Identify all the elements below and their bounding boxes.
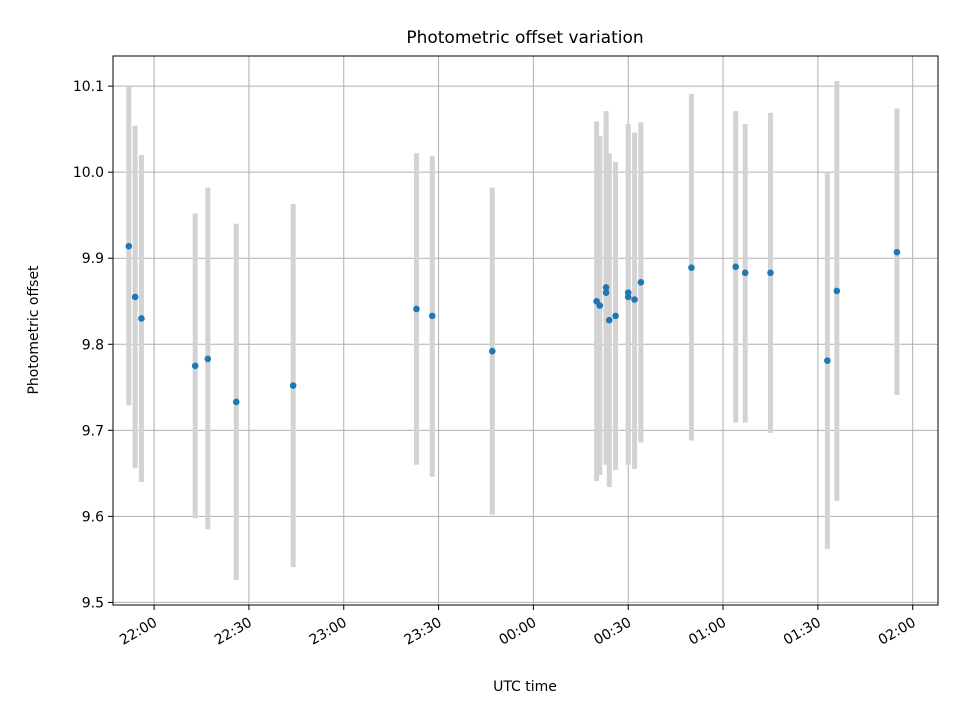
data-point [833,287,841,295]
data-point [428,312,436,320]
chart-title: Photometric offset variation [406,28,643,48]
data-points [125,242,901,406]
data-point [489,347,496,355]
data-point [824,357,831,364]
data-point [624,289,632,296]
plot-area [113,56,938,605]
data-point [741,269,749,277]
data-point [893,248,901,256]
plot-frame [112,55,939,606]
data-point [631,296,638,303]
data-point [232,398,240,406]
data-point [688,264,695,271]
y-tick-label: 10.0 [73,165,104,181]
y-tick-label: 9.8 [82,337,104,353]
data-point [131,293,139,301]
data-point [204,355,212,363]
data-point [732,263,740,271]
data-point [191,362,199,370]
x-axis-title: UTC time [493,679,557,695]
y-axis: 9.5 9.6 9.7 9.8 9.9 10.0 10.1 [73,79,113,611]
data-point [596,302,604,309]
data-point [138,315,145,322]
y-tick-label: 9.9 [82,251,104,267]
y-tick-label: 9.5 [82,595,104,611]
data-point [637,279,645,286]
y-tick-label: 9.7 [82,423,104,439]
y-axis-title: Photometric offset [26,265,42,395]
data-point [125,242,133,250]
data-point [612,312,619,320]
data-point [602,289,610,296]
y-tick-label: 10.1 [73,79,104,95]
data-point [605,316,613,324]
data-point [413,305,420,313]
data-point [289,382,297,389]
data-point [767,269,774,277]
y-tick-label: 9.6 [82,509,104,525]
data-point [602,284,610,291]
